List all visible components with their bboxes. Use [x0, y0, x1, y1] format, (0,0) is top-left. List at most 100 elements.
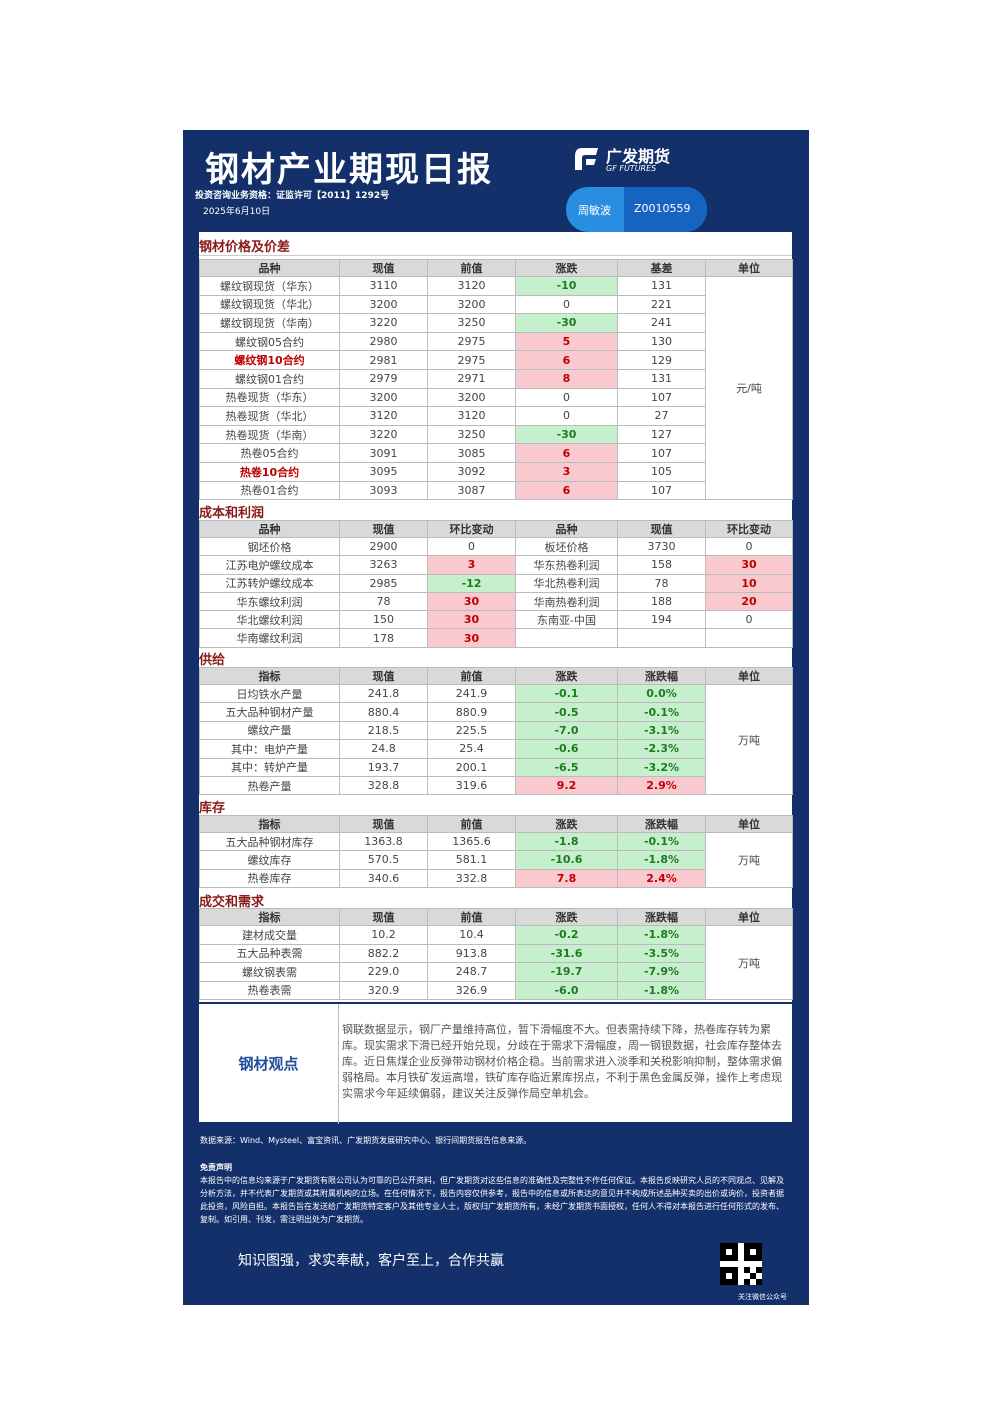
column-header: 指标 — [199, 908, 340, 926]
table-row: 日均铁水产量 241.8 241.9 -0.1 0.0% 万吨 — [199, 683, 793, 796]
row-label: 钢坯价格 — [199, 536, 340, 557]
table-row: 建材成交量 10.2 10.4 -0.2 -1.8% 万吨 — [199, 925, 793, 1000]
row-label: 热卷现货（华东） — [199, 387, 340, 408]
view-label: 钢材观点 — [199, 1004, 339, 1124]
cell: 3087 — [427, 480, 516, 501]
cell: 131 — [617, 276, 706, 296]
cell: 332.8 — [427, 868, 516, 888]
table-row: 五大品种表需 882.2 913.8 -31.6 -3.5% — [199, 943, 793, 963]
empty-cell — [617, 628, 706, 648]
cell: 150 — [339, 610, 428, 630]
column-header: 单位 — [705, 908, 793, 926]
data-table: 品种 现值 前值 涨跌 基差 单位 螺纹钢现货（华东） 3110 3120 -10 131 元/吨 螺纹… — [199, 259, 793, 501]
cell: 2985 — [339, 573, 428, 593]
row-label: 华南螺纹利润 — [199, 628, 340, 648]
table-row: 其中：电炉产量 24.8 25.4 -0.6 -2.3% — [199, 739, 793, 759]
row-label: 五大品种钢材产量 — [199, 702, 340, 722]
row-label: 热卷现货（华南） — [199, 424, 340, 445]
empty-cell — [515, 628, 618, 648]
row-label: 华南热卷利润 — [515, 591, 618, 612]
column-header: 现值 — [339, 908, 428, 926]
row-label: 江苏转炉螺纹成本 — [199, 573, 340, 593]
disclaimer-title: 免责声明 — [200, 1163, 232, 1172]
cell: 241.8 — [339, 683, 428, 704]
cell: 24.8 — [339, 739, 428, 759]
cell: 2975 — [427, 331, 516, 352]
view-box: 钢材观点 钢联数据显示，钢厂产量维持高位，暂下滑幅度不大。但表需持续下降，热卷库… — [199, 1002, 792, 1124]
row-label: 华东螺纹利润 — [199, 591, 340, 612]
section-title: 库存 — [199, 797, 792, 817]
cell: 3220 — [339, 313, 428, 333]
cell: 3263 — [339, 555, 428, 575]
table-header: 品种 现值 环比变动 品种 现值 环比变动 — [199, 520, 793, 538]
cell: 1363.8 — [339, 831, 428, 852]
cell: 3730 — [617, 536, 706, 557]
column-header: 前值 — [427, 667, 516, 685]
cell: 581.1 — [427, 850, 516, 870]
row-label: 建材成交量 — [199, 925, 340, 945]
logo: 广发期货 GF FUTURES — [572, 143, 690, 175]
row-label: 华东热卷利润 — [515, 555, 618, 575]
cell: 3250 — [427, 313, 516, 333]
column-header: 品种 — [199, 259, 340, 277]
cell: 6 — [515, 480, 618, 501]
table-row: 热卷10合约 3095 3092 3 105 — [199, 461, 793, 482]
qr-caption: 关注微信公众号 — [738, 1293, 787, 1301]
cell: 3200 — [339, 294, 428, 315]
table-row: 华东螺纹利润 78 30 华南热卷利润 188 20 — [199, 591, 793, 612]
cell: -0.2 — [515, 925, 618, 945]
table-row: 螺纹钢现货（华北） 3200 3200 0 221 — [199, 294, 793, 315]
cell: 2975 — [427, 350, 516, 370]
table-row: 五大品种钢材库存 1363.8 1365.6 -1.8 -0.1% 万吨 — [199, 831, 793, 888]
column-header: 现值 — [339, 520, 428, 538]
cell: 3092 — [427, 461, 516, 482]
cell: 7.8 — [515, 868, 618, 888]
row-label: 螺纹钢10合约 — [199, 350, 340, 370]
row-label: 螺纹钢表需 — [199, 962, 340, 982]
column-header: 单位 — [705, 815, 793, 833]
table-row: 螺纹产量 218.5 225.5 -7.0 -3.1% — [199, 720, 793, 741]
row-label: 板坯价格 — [515, 536, 618, 557]
column-header: 单位 — [705, 667, 793, 685]
row-label: 螺纹钢现货（华南） — [199, 313, 340, 333]
column-header: 现值 — [339, 667, 428, 685]
cell: 218.5 — [339, 720, 428, 741]
cell: 10.4 — [427, 925, 516, 945]
cell: 130 — [617, 331, 706, 352]
row-label: 华北热卷利润 — [515, 573, 618, 593]
cell: -0.1 — [515, 683, 618, 704]
row-label: 日均铁水产量 — [199, 683, 340, 704]
column-header: 涨跌幅 — [617, 908, 706, 926]
cell: -10 — [515, 276, 618, 296]
table-header: 指标 现值 前值 涨跌 涨跌幅 单位 — [199, 908, 793, 926]
cell: 241.9 — [427, 683, 516, 704]
unit-cell: 万吨 — [705, 683, 793, 796]
column-header: 单位 — [705, 259, 793, 277]
cell: -2.3% — [617, 739, 706, 759]
table-row: 热卷现货（华东） 3200 3200 0 107 — [199, 387, 793, 408]
row-label: 江苏电炉螺纹成本 — [199, 555, 340, 575]
cell: 328.8 — [339, 775, 428, 796]
cell: 3220 — [339, 424, 428, 445]
view-text: 钢联数据显示，钢厂产量维持高位，暂下滑幅度不大。但表需持续下降，热卷库存转为累库… — [342, 1023, 782, 1100]
row-label: 热卷产量 — [199, 775, 340, 796]
cell: 570.5 — [339, 850, 428, 870]
table-body: 螺纹钢现货（华东） 3110 3120 -10 131 元/吨 螺纹钢现货（华北） 3200 3… — [199, 275, 793, 501]
data-source: 数据来源：Wind、Mysteel、富宝资讯、广发期货发展研究中心、银行间期货报… — [200, 1136, 532, 1145]
cell: -6.5 — [515, 757, 618, 777]
cell: 229.0 — [339, 962, 428, 982]
cell: 3 — [515, 461, 618, 482]
cell: 107 — [617, 480, 706, 501]
section-title: 钢材价格及价差 — [199, 236, 792, 256]
cell: 131 — [617, 368, 706, 389]
cell: 107 — [617, 443, 706, 463]
cell: 3095 — [339, 461, 428, 482]
table-row: 螺纹钢现货（华东） 3110 3120 -10 131 元/吨 — [199, 275, 793, 501]
row-label: 其中：电炉产量 — [199, 739, 340, 759]
column-header: 现值 — [339, 815, 428, 833]
cell: 3120 — [427, 406, 516, 426]
cell: 25.4 — [427, 739, 516, 759]
column-header: 涨跌 — [515, 667, 618, 685]
license: 投资咨询业务资格：证监许可【2011】1292号 — [195, 191, 390, 201]
